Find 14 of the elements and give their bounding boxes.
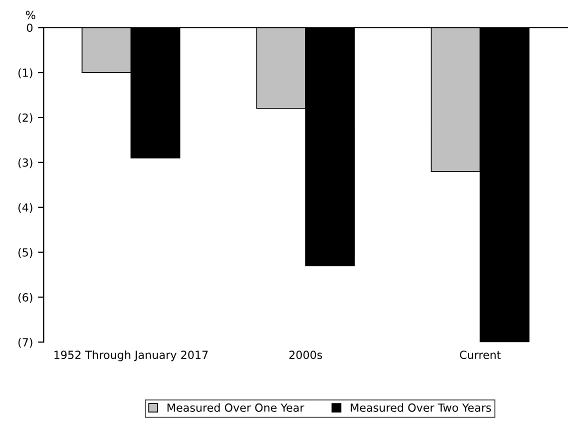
y-axis-title: %	[26, 10, 36, 20]
y-tick-label: (1)	[18, 68, 32, 78]
y-tick-label: (6)	[18, 292, 32, 303]
y-tick-label: (4)	[18, 203, 32, 214]
x-tick-label: 1952 Through January 2017	[54, 350, 208, 362]
y-tick-label: 0	[26, 24, 32, 32]
y-tick-label: (7)	[18, 338, 32, 348]
x-tick-label: Current	[460, 350, 501, 360]
legend-label: Measured Over Two Years	[350, 403, 491, 412]
legend-label: Measured Over One Year	[168, 403, 304, 412]
x-tick-label: 2000s	[289, 350, 322, 360]
y-tick-label: (3)	[18, 158, 32, 168]
y-tick-label: (5)	[18, 248, 32, 258]
y-tick-label: (2)	[18, 113, 32, 124]
